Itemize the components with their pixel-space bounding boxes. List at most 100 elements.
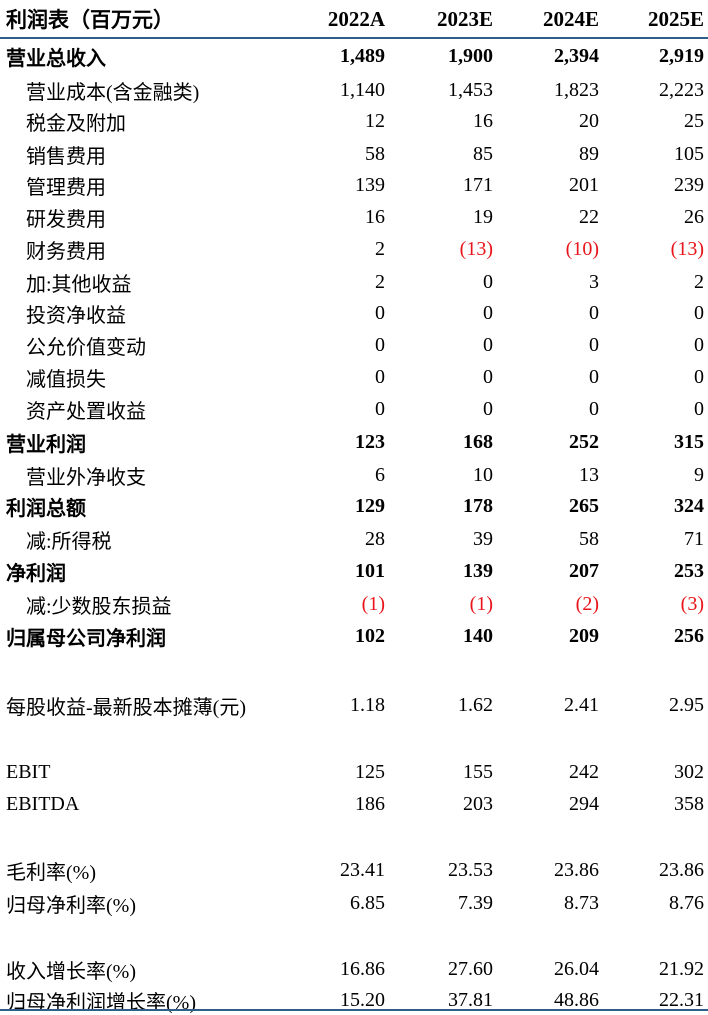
value-cell: 12: [365, 109, 385, 132]
value-cell: 101: [355, 559, 385, 582]
value-cell: 0: [375, 301, 385, 324]
value-cell: 315: [674, 430, 704, 453]
row-label: 每股收益-最新股本摊薄(元): [6, 696, 246, 719]
table-row: 收入增长率(%) 16.86 27.60 26.04 21.92: [0, 954, 708, 984]
value-cell: 0: [694, 333, 704, 356]
value-cell: (3): [680, 592, 704, 615]
row-label: EBITDA: [6, 792, 80, 815]
header-row: 利润表（百万元） 2022A 2023E 2024E 2025E: [0, 2, 708, 36]
value-cell: 23.41: [340, 858, 385, 881]
table-row: 营业成本(含金融类) 1,140 1,453 1,823 2,223: [0, 75, 708, 105]
value-cell: 294: [569, 792, 599, 815]
value-cell: 1,453: [448, 78, 493, 101]
value-cell: 23.86: [659, 858, 704, 881]
table-row: 减值损失 0 0 0 0: [0, 362, 708, 392]
value-cell: 1.18: [350, 693, 385, 716]
table-row: 研发费用 16 19 22 26: [0, 202, 708, 232]
table-row: 减:少数股东损益 (1) (1) (2) (3): [0, 589, 708, 619]
value-cell: 2: [694, 270, 704, 293]
value-cell: 129: [355, 494, 385, 517]
value-cell: 13: [579, 463, 599, 486]
value-cell: 28: [365, 527, 385, 550]
table-row: 归属母公司净利润 102 140 209 256: [0, 621, 708, 651]
value-cell: 48.86: [554, 988, 599, 1011]
table-row: 管理费用 139 171 201 239: [0, 170, 708, 200]
table-row: 资产处置收益 0 0 0 0: [0, 394, 708, 424]
table-row: 投资净收益 0 0 0 0: [0, 298, 708, 328]
value-cell: 186: [355, 792, 385, 815]
value-cell: 2: [375, 270, 385, 293]
value-cell: 15.20: [340, 988, 385, 1011]
table-row: 财务费用 2 (13) (10) (13): [0, 234, 708, 264]
row-label: 税金及附加: [26, 112, 126, 135]
value-cell: 0: [589, 333, 599, 356]
value-cell: 16.86: [340, 957, 385, 980]
value-cell: 20: [579, 109, 599, 132]
value-cell: 102: [355, 624, 385, 647]
value-cell: 252: [569, 430, 599, 453]
value-cell: 358: [674, 792, 704, 815]
value-cell: 2,394: [554, 44, 599, 67]
value-cell: 168: [463, 430, 493, 453]
value-cell: (1): [469, 592, 493, 615]
table-row: 营业总收入 1,489 1,900 2,394 2,919: [0, 41, 708, 71]
value-cell: 22.31: [659, 988, 704, 1011]
value-cell: 71: [684, 527, 704, 550]
table-row: 销售费用 58 85 89 105: [0, 139, 708, 169]
table-title: 利润表（百万元）: [6, 8, 174, 32]
value-cell: 242: [569, 760, 599, 783]
value-cell: 0: [375, 365, 385, 388]
table-row: 利润总额 129 178 265 324: [0, 491, 708, 521]
value-cell: 125: [355, 760, 385, 783]
value-cell: 171: [463, 173, 493, 196]
table-row: 归母净利率(%) 6.85 7.39 8.73 8.76: [0, 888, 708, 918]
table-row: 营业外净收支 6 10 13 9: [0, 460, 708, 490]
year-header: 2025E: [647, 6, 704, 31]
value-cell: 21.92: [659, 957, 704, 980]
row-label: 减:所得税: [26, 530, 112, 553]
value-cell: (10): [565, 237, 599, 260]
row-label: 毛利率(%): [6, 861, 96, 884]
value-cell: 139: [463, 559, 493, 582]
value-cell: 0: [483, 301, 493, 324]
row-label: 销售费用: [26, 145, 106, 168]
value-cell: 22: [579, 205, 599, 228]
table-row: 毛利率(%) 23.41 23.53 23.86 23.86: [0, 855, 708, 885]
value-cell: 27.60: [448, 957, 493, 980]
table-row: 归母净利润增长率(%) 15.20 37.81 48.86 22.31: [0, 985, 708, 1015]
value-cell: 0: [589, 397, 599, 420]
year-header: 2023E: [436, 6, 493, 31]
row-label: 营业利润: [6, 433, 86, 456]
value-cell: 2: [375, 237, 385, 260]
value-cell: 9: [694, 463, 704, 486]
row-label: 收入增长率(%): [6, 960, 136, 983]
value-cell: 2,919: [659, 44, 704, 67]
table-row: 净利润 101 139 207 253: [0, 556, 708, 586]
value-cell: 1,823: [554, 78, 599, 101]
row-label: 营业成本(含金融类): [26, 81, 200, 104]
row-label: 营业总收入: [6, 47, 106, 70]
row-label: 加:其他收益: [26, 273, 132, 296]
value-cell: 1.62: [458, 693, 493, 716]
value-cell: 37.81: [448, 988, 493, 1011]
value-cell: 239: [674, 173, 704, 196]
table-row: 公允价值变动 0 0 0 0: [0, 330, 708, 360]
table-row: EBITDA 186 203 294 358: [0, 789, 708, 819]
row-label: 归属母公司净利润: [6, 627, 166, 650]
value-cell: (1): [361, 592, 385, 615]
value-cell: 105: [674, 142, 704, 165]
value-cell: 16: [365, 205, 385, 228]
year-header: 2024E: [542, 6, 599, 31]
value-cell: 26.04: [554, 957, 599, 980]
value-cell: 2,223: [659, 78, 704, 101]
value-cell: 7.39: [458, 891, 493, 914]
value-cell: 253: [674, 559, 704, 582]
value-cell: 39: [473, 527, 493, 550]
value-cell: 0: [483, 365, 493, 388]
value-cell: 0: [694, 397, 704, 420]
value-cell: 8.76: [669, 891, 704, 914]
table-row: 加:其他收益 2 0 3 2: [0, 267, 708, 297]
value-cell: 3: [589, 270, 599, 293]
year-header: 2022A: [327, 6, 385, 31]
